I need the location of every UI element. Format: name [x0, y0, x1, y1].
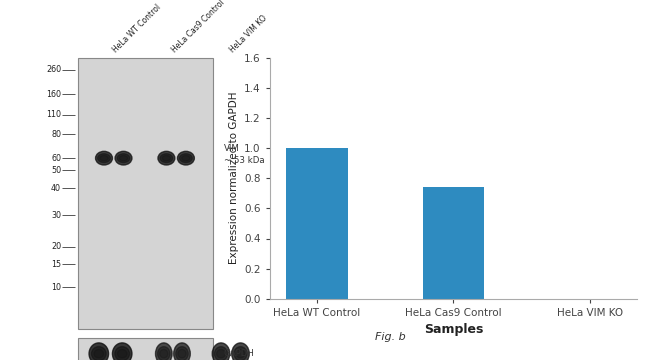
Y-axis label: Expression normalized to GAPDH: Expression normalized to GAPDH	[229, 92, 239, 265]
Bar	[422, 187, 484, 299]
Ellipse shape	[176, 347, 188, 360]
Text: 20: 20	[51, 242, 61, 251]
Ellipse shape	[212, 343, 230, 360]
Bar	[78, 338, 213, 360]
Text: 60: 60	[51, 154, 61, 163]
Ellipse shape	[214, 347, 227, 360]
Ellipse shape	[160, 349, 168, 358]
Ellipse shape	[92, 347, 106, 360]
Bar	[287, 148, 348, 299]
Bar	[78, 58, 213, 329]
Ellipse shape	[89, 343, 109, 360]
Ellipse shape	[98, 154, 111, 163]
Ellipse shape	[177, 151, 194, 165]
Ellipse shape	[120, 156, 127, 161]
Text: 40: 40	[51, 184, 61, 193]
Ellipse shape	[216, 349, 226, 358]
Ellipse shape	[115, 151, 132, 165]
Ellipse shape	[157, 347, 170, 360]
Text: Fig. b: Fig. b	[374, 332, 406, 342]
Text: HeLa VIM KO: HeLa VIM KO	[227, 13, 268, 54]
Text: GAPDH: GAPDH	[224, 349, 255, 358]
Ellipse shape	[160, 154, 173, 163]
Text: 15: 15	[51, 260, 61, 269]
Ellipse shape	[178, 349, 186, 358]
Text: 260: 260	[46, 65, 61, 74]
X-axis label: Samples: Samples	[424, 323, 483, 336]
Ellipse shape	[236, 349, 245, 358]
Ellipse shape	[162, 156, 170, 161]
Text: 10: 10	[51, 283, 61, 292]
Ellipse shape	[174, 343, 190, 360]
Text: HeLa WT Control: HeLa WT Control	[111, 2, 162, 54]
Ellipse shape	[179, 154, 192, 163]
Text: 80: 80	[51, 130, 61, 139]
Ellipse shape	[96, 151, 112, 165]
Ellipse shape	[231, 343, 250, 360]
Text: 160: 160	[46, 90, 61, 99]
Text: 50: 50	[51, 166, 61, 175]
Ellipse shape	[234, 347, 247, 360]
Ellipse shape	[181, 156, 190, 161]
Ellipse shape	[117, 154, 130, 163]
Ellipse shape	[117, 349, 127, 358]
Ellipse shape	[94, 349, 104, 358]
Ellipse shape	[100, 156, 108, 161]
Ellipse shape	[158, 151, 175, 165]
Text: VIM
~ 53 kDa: VIM ~ 53 kDa	[224, 144, 264, 165]
Text: HeLa Cas9 Control: HeLa Cas9 Control	[170, 0, 227, 54]
Ellipse shape	[115, 347, 129, 360]
Text: 110: 110	[46, 110, 61, 119]
Ellipse shape	[155, 343, 172, 360]
Text: 30: 30	[51, 211, 61, 220]
Ellipse shape	[112, 343, 132, 360]
